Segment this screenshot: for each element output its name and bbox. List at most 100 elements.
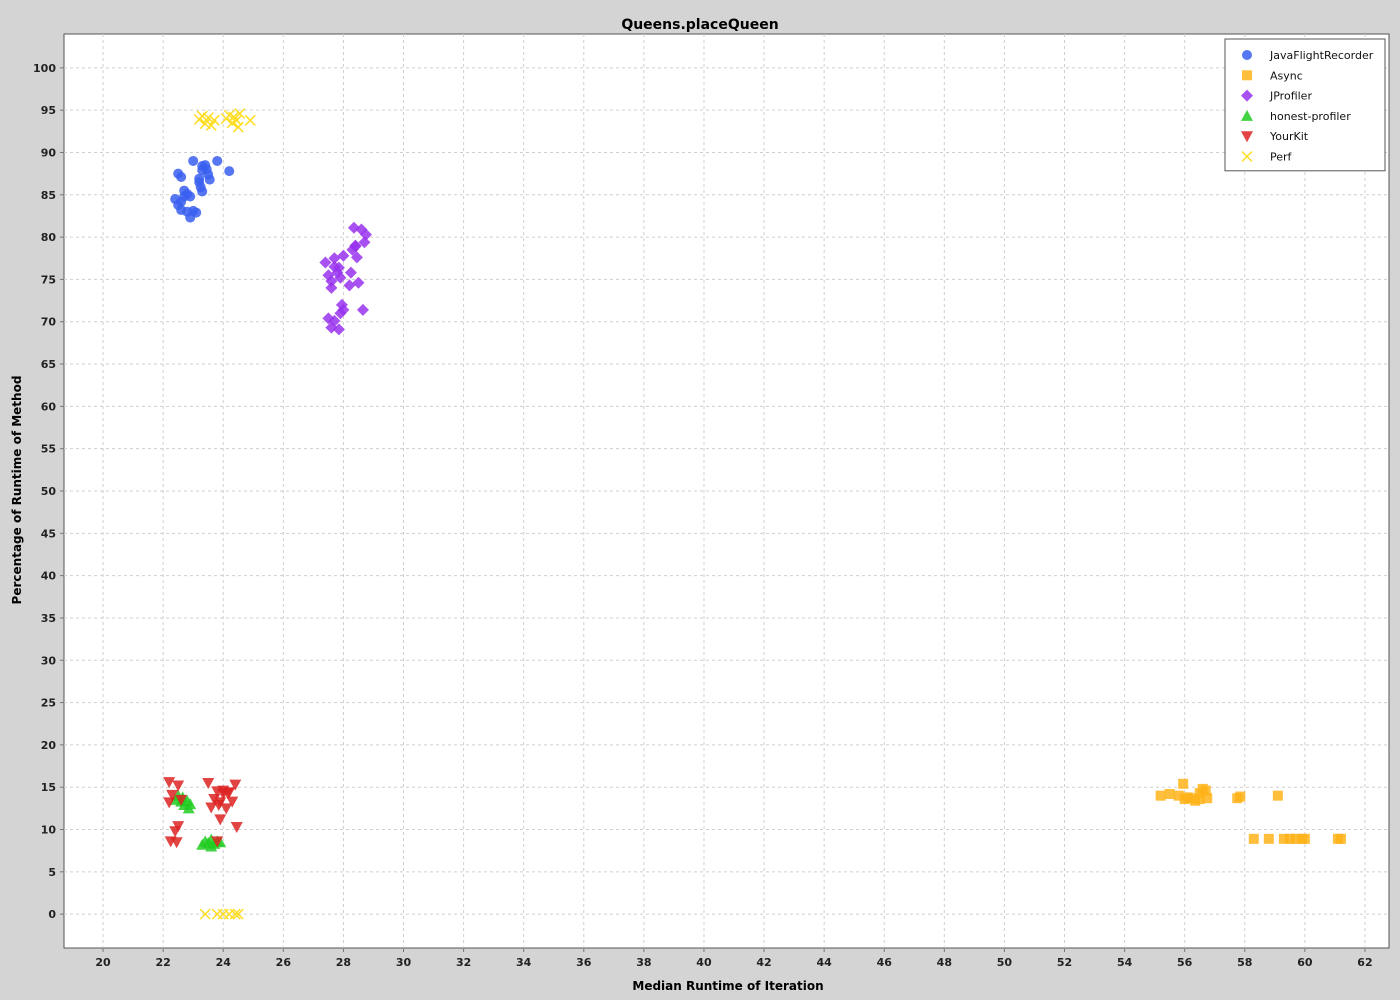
data-point bbox=[172, 780, 185, 792]
legend-item: JProfiler bbox=[1241, 89, 1312, 103]
y-tick-label: 60 bbox=[41, 400, 57, 413]
data-point bbox=[1263, 833, 1274, 844]
chart-title: Queens.placeQueen bbox=[621, 17, 778, 33]
grid-lines bbox=[64, 34, 1389, 948]
y-tick-label: 100 bbox=[33, 62, 56, 75]
y-axis-label: Percentage of Runtime of Method bbox=[10, 376, 24, 605]
x-tick-label: 28 bbox=[336, 956, 351, 969]
legend-label: Async bbox=[1270, 69, 1303, 82]
x-tick-label: 54 bbox=[1117, 956, 1133, 969]
data-point bbox=[334, 271, 347, 284]
legend-marker bbox=[1241, 150, 1253, 163]
data-point bbox=[332, 261, 345, 274]
y-tick-label: 15 bbox=[41, 781, 56, 794]
y-tick-label: 0 bbox=[48, 908, 56, 921]
data-point bbox=[328, 314, 341, 327]
legend-item: YourKit bbox=[1241, 130, 1309, 143]
data-marks bbox=[163, 108, 1346, 920]
legend-item: Perf bbox=[1241, 150, 1293, 164]
data-point bbox=[188, 155, 199, 166]
x-tick-label: 62 bbox=[1357, 956, 1372, 969]
data-point bbox=[1164, 788, 1175, 799]
y-tick-label: 40 bbox=[41, 570, 57, 583]
data-point bbox=[244, 114, 256, 126]
data-point bbox=[223, 787, 236, 799]
y-tick-label: 65 bbox=[41, 358, 56, 371]
legend-marker bbox=[1242, 50, 1252, 60]
data-point bbox=[172, 821, 185, 833]
data-point bbox=[1299, 833, 1310, 844]
data-point bbox=[1272, 790, 1283, 801]
legend-item: honest-profiler bbox=[1241, 109, 1351, 123]
data-point bbox=[229, 908, 241, 920]
y-tick-label: 70 bbox=[41, 316, 57, 329]
data-point bbox=[1202, 793, 1213, 804]
series-perf bbox=[193, 108, 256, 920]
data-point bbox=[220, 803, 233, 815]
data-point bbox=[358, 236, 371, 249]
data-point bbox=[211, 836, 224, 848]
data-point bbox=[344, 266, 357, 279]
x-tick-label: 48 bbox=[937, 956, 952, 969]
legend-box bbox=[1224, 38, 1386, 172]
y-tick-label: 5 bbox=[48, 866, 56, 879]
x-tick-label: 22 bbox=[155, 956, 170, 969]
legend-marker bbox=[1242, 70, 1252, 81]
y-tick-label: 25 bbox=[41, 697, 56, 710]
series-javaflightrecorder bbox=[170, 155, 235, 223]
data-point bbox=[202, 777, 215, 789]
data-point bbox=[205, 119, 217, 131]
series-jprofiler bbox=[319, 221, 372, 336]
data-point bbox=[230, 821, 243, 833]
data-point bbox=[1248, 833, 1259, 844]
x-tick-label: 20 bbox=[95, 956, 111, 969]
legend-label: JProfiler bbox=[1269, 90, 1312, 103]
x-axis: 20 22 24 26 28 30 32 34 36 38 40 42 44 46 48 50 52 54 56 58… bbox=[95, 948, 1373, 969]
x-tick-label: 24 bbox=[216, 956, 232, 969]
data-point bbox=[205, 840, 218, 852]
data-point bbox=[1284, 833, 1295, 844]
x-tick-label: 38 bbox=[636, 956, 651, 969]
data-point bbox=[1194, 788, 1205, 799]
legend-label: Perf bbox=[1270, 151, 1293, 164]
data-point bbox=[337, 303, 350, 316]
y-tick-label: 90 bbox=[41, 146, 57, 159]
x-axis-label: Median Runtime of Iteration bbox=[632, 979, 823, 993]
data-point bbox=[332, 323, 345, 336]
x-tick-label: 52 bbox=[1057, 956, 1072, 969]
data-point bbox=[208, 114, 220, 126]
x-tick-label: 30 bbox=[396, 956, 412, 969]
data-point bbox=[194, 173, 205, 184]
y-tick-label: 10 bbox=[41, 824, 57, 837]
data-point bbox=[325, 281, 338, 294]
data-point bbox=[184, 798, 197, 810]
data-point bbox=[185, 191, 196, 202]
x-tick-label: 60 bbox=[1297, 956, 1313, 969]
data-point bbox=[1173, 790, 1184, 801]
data-point bbox=[199, 908, 211, 920]
data-point bbox=[224, 166, 235, 177]
data-point bbox=[1278, 833, 1289, 844]
data-point bbox=[1155, 790, 1166, 801]
x-tick-label: 32 bbox=[456, 956, 471, 969]
data-point bbox=[337, 249, 350, 262]
data-point bbox=[1194, 794, 1205, 805]
data-point bbox=[191, 207, 202, 218]
data-point bbox=[359, 228, 372, 241]
y-axis: 0 5 10 15 20 25 30 35 40 45 50 55 60 65 70 75 80 85 90 95 10… bbox=[33, 62, 64, 921]
x-tick-label: 44 bbox=[816, 956, 832, 969]
data-point bbox=[343, 279, 356, 292]
data-point bbox=[1235, 791, 1246, 802]
x-tick-label: 58 bbox=[1237, 956, 1252, 969]
data-point bbox=[170, 837, 183, 849]
y-tick-label: 35 bbox=[41, 612, 56, 625]
data-point bbox=[328, 252, 341, 265]
data-point bbox=[349, 240, 362, 253]
data-point bbox=[163, 777, 176, 789]
data-point bbox=[1335, 833, 1346, 844]
data-point bbox=[202, 112, 214, 124]
legend-item: JavaFlightRecorder bbox=[1242, 49, 1374, 62]
y-tick-label: 20 bbox=[41, 739, 57, 752]
legend-label: YourKit bbox=[1269, 130, 1309, 143]
data-point bbox=[226, 796, 239, 808]
